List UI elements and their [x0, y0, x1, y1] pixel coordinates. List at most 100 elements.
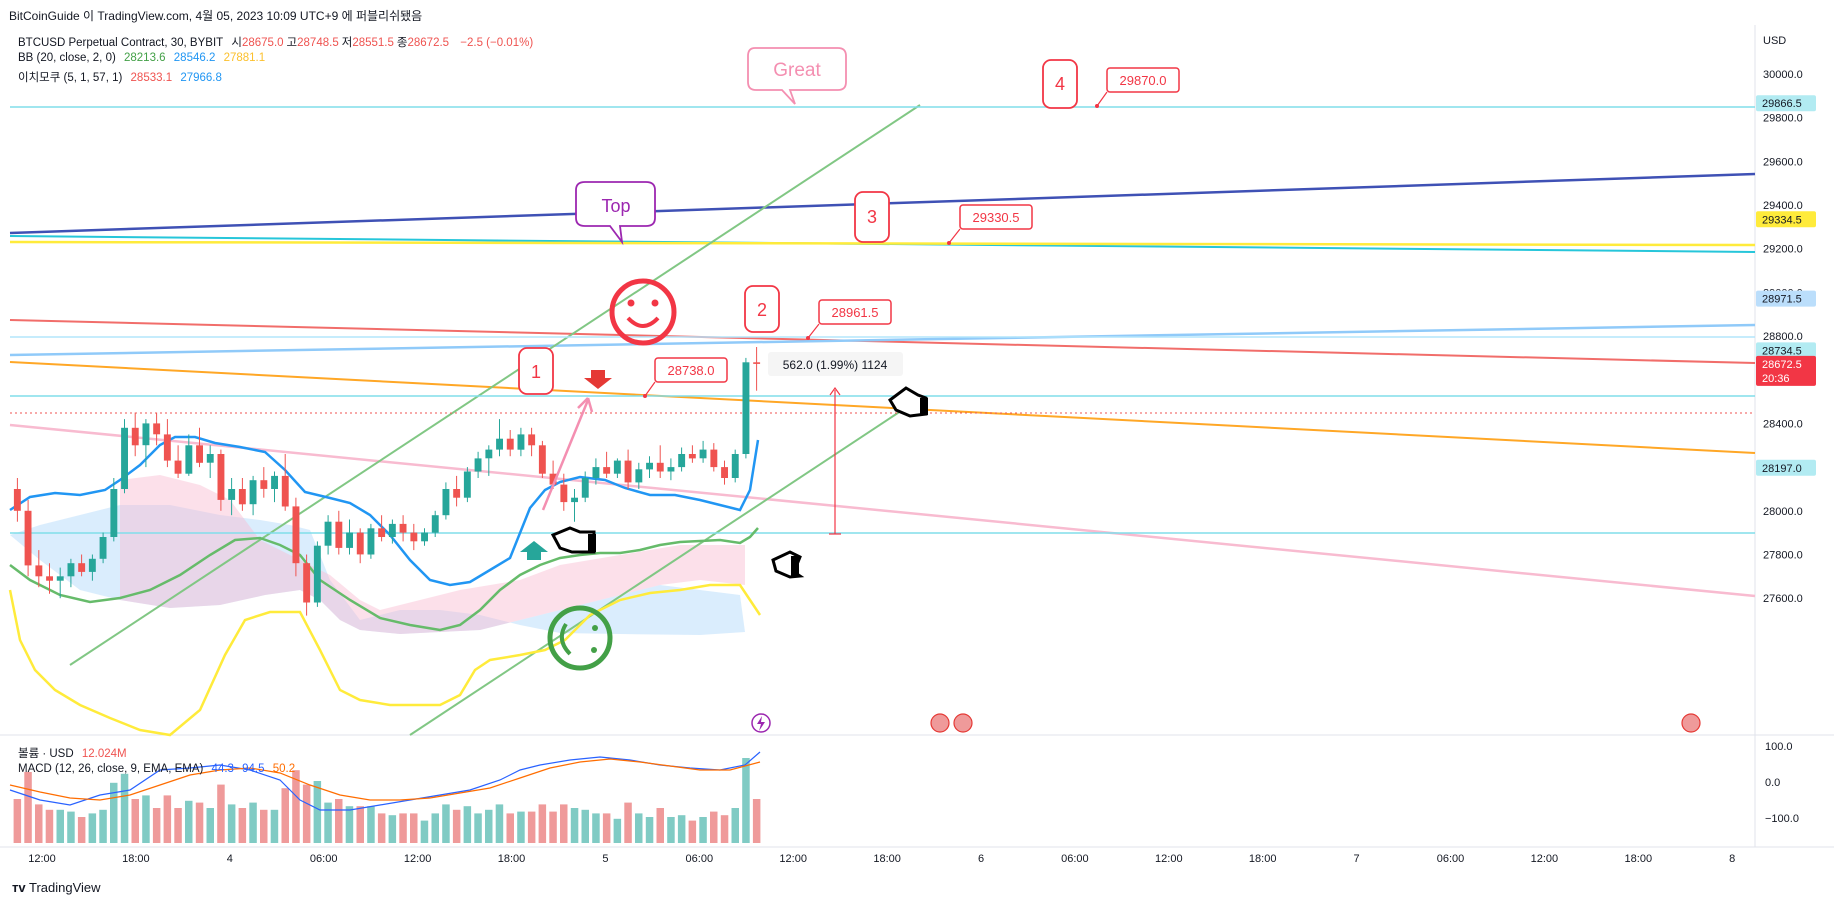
candle-53 [581, 471, 589, 503]
volume-bar-9 [110, 782, 118, 843]
candle-8 [99, 532, 107, 564]
ohlc-label-0: 시 [231, 37, 242, 49]
time-axis: 12:00 18:00 4 06:00 12:00 18:00 5 06:00 12:00 18:… [28, 853, 1735, 865]
volume-bar-24 [270, 809, 279, 843]
macd-value-1: 44.3 [211, 763, 234, 775]
time-tick-5: 18:00 [498, 853, 526, 865]
time-tick-11: 06:00 [1061, 853, 1089, 865]
ohlc-value-2: 28551.5 [352, 37, 394, 49]
candle-25 [281, 454, 289, 511]
time-tick-10: 6 [978, 853, 984, 865]
time-tick-6: 5 [602, 853, 608, 865]
ohlc-value-0: 28675.0 [241, 37, 284, 49]
svg-text:4: 4 [1055, 74, 1065, 94]
volume-bar-41 [452, 809, 461, 843]
time-tick-15: 06:00 [1437, 853, 1465, 865]
time-tick-17: 18:00 [1625, 853, 1653, 865]
volume-bar-3 [45, 809, 54, 843]
volume-bar-27 [302, 784, 311, 843]
candle-49 [538, 440, 546, 478]
candle-21 [238, 478, 246, 511]
time-tick-4: 12:00 [404, 853, 432, 865]
measure-tool: 562.0 (1.99%) 1124 [768, 352, 903, 535]
volume-bar-0 [13, 799, 22, 843]
legend-ichimoku[interactable]: 이치모쿠 (5, 1, 57, 1) 28533.1 27966.8 [18, 69, 227, 85]
macd-value-2: 94.5 [242, 763, 265, 775]
volume-bar-57 [624, 802, 632, 843]
volume-bar-61 [667, 817, 675, 843]
ohlc-2: 저28551.5 [342, 37, 394, 49]
volume-bar-29 [324, 802, 332, 843]
svg-text:29870.0: 29870.0 [1120, 73, 1167, 88]
volume-bar-34 [377, 813, 386, 843]
volume-bar-47 [517, 811, 525, 843]
volume-bar-58 [635, 813, 643, 843]
volume-bar-10 [120, 773, 129, 843]
candle-1 [24, 499, 32, 577]
volume-bar-28 [313, 781, 322, 843]
volume-bar-42 [463, 806, 472, 843]
volume-bar-65 [710, 811, 718, 843]
volume-bar-44 [485, 809, 493, 843]
macd-value-3: 50.2 [272, 763, 296, 775]
svg-text:28197.0: 28197.0 [1762, 463, 1802, 475]
price-tick-0: 30000.0 [1763, 69, 1803, 81]
candle-41 [453, 475, 461, 507]
volume-bar-43 [474, 813, 482, 843]
candle-22 [249, 475, 257, 516]
svg-text:29330.5: 29330.5 [973, 210, 1020, 225]
svg-text:2: 2 [757, 300, 767, 320]
bb-basis-value: 28213.6 [124, 52, 166, 64]
candle-6 [78, 554, 86, 577]
annotations: Great Top 1 2 3 4 28738.0 [518, 47, 1701, 733]
volume-bar-60 [656, 808, 664, 843]
arrow-up-icon [520, 541, 548, 560]
candle-42 [463, 467, 471, 503]
svg-text:28971.5: 28971.5 [1762, 294, 1802, 306]
pink-arrow [541, 397, 594, 511]
candle-65 [710, 443, 718, 472]
svg-text:28961.5: 28961.5 [832, 305, 879, 320]
brand-label: TradingView [29, 880, 101, 895]
macd-lines [9, 751, 761, 811]
candle-38 [421, 528, 428, 546]
callout-2: 2 [744, 285, 780, 333]
legend-symbol[interactable]: BTCUSD Perpetual Contract, 30, BYBIT 시28… [18, 34, 538, 50]
candle-3 [46, 563, 53, 594]
candle-16 [185, 434, 193, 476]
time-tick-8: 12:00 [779, 853, 807, 865]
candle-26 [292, 497, 300, 577]
time-tick-0: 12:00 [28, 853, 56, 865]
volume-bar-46 [506, 813, 514, 843]
price-badge-1: 29334.5 [1756, 211, 1816, 228]
candle-52 [571, 489, 578, 522]
volume-bar-30 [335, 799, 343, 843]
price-tick-8: 28000.0 [1763, 506, 1803, 518]
candle-32 [356, 528, 364, 564]
svg-text:562.0 (1.99%) 1124: 562.0 (1.99%) 1124 [783, 358, 888, 372]
candle-51 [560, 473, 568, 511]
legend-volume[interactable]: 볼륨 · USD 12.024M [18, 745, 132, 761]
ohlc-label-1: 고 [286, 37, 298, 49]
legend-macd[interactable]: MACD (12, 26, close, 9, EMA, EMA) 44.3 9… [18, 763, 300, 775]
bollinger-bands [8, 435, 762, 737]
volume-bar-55 [602, 813, 611, 843]
time-tick-3: 06:00 [310, 853, 338, 865]
volume-bar-59 [645, 817, 654, 843]
tradingview-logo[interactable]: ᴛᴠ TradingView [12, 880, 101, 895]
candle-47 [517, 427, 525, 457]
volume-bar-7 [88, 813, 97, 843]
svg-text:28672.5: 28672.5 [1762, 359, 1802, 371]
price-callout-29330: 29330.5 [947, 204, 1033, 245]
ohlc-1: 고28748.5 [287, 37, 339, 49]
volume-bar-26 [292, 770, 300, 843]
candle-14 [163, 419, 171, 468]
svg-text:29866.5: 29866.5 [1762, 98, 1802, 110]
price-callout-29870: 29870.0 [1095, 67, 1180, 108]
candle-27 [303, 554, 311, 616]
legend-bb[interactable]: BB (20, close, 2, 0) 28213.6 28546.2 278… [18, 52, 270, 64]
time-tick-13: 18:00 [1249, 853, 1277, 865]
volume-bar-8 [99, 809, 107, 843]
price-tick-10: 27600.0 [1763, 593, 1803, 605]
